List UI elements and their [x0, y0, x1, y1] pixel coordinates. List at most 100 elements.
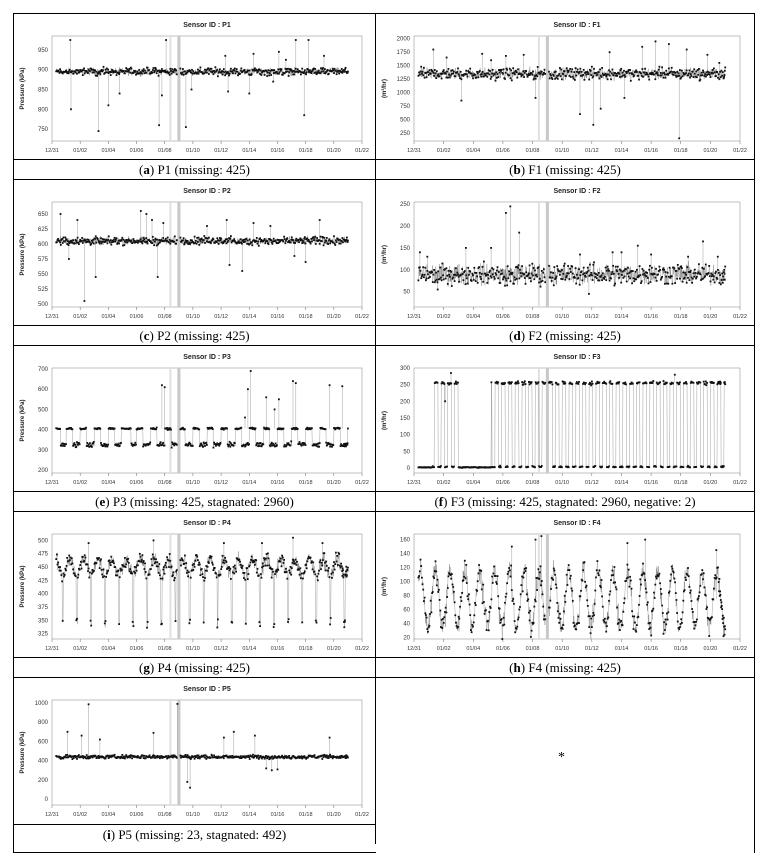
data-point	[637, 615, 640, 618]
data-point	[169, 559, 172, 562]
data-point	[616, 270, 618, 273]
data-point	[235, 241, 237, 244]
data-point	[627, 576, 629, 579]
data-point	[228, 566, 230, 568]
data-point	[582, 569, 584, 572]
panel-f2: Sensor ID : F2 50 100 150 200 250 12/31 01/02 01…	[376, 180, 754, 346]
data-point	[306, 426, 309, 429]
data-point	[260, 756, 263, 759]
data-point	[328, 443, 331, 446]
data-point	[589, 69, 592, 72]
data-point	[504, 71, 507, 74]
data-point	[308, 427, 311, 429]
data-point	[143, 754, 146, 757]
data-point	[593, 261, 595, 264]
x-tick-label: 01/20	[703, 480, 717, 486]
data-point	[320, 568, 322, 571]
data-point	[599, 68, 601, 71]
data-point	[517, 380, 519, 383]
data-point	[128, 754, 131, 757]
data-point	[648, 628, 651, 630]
data-point	[146, 626, 148, 629]
data-point	[67, 71, 69, 73]
data-point	[653, 273, 656, 275]
data-point	[689, 269, 692, 272]
data-point	[616, 381, 619, 384]
data-point	[440, 382, 443, 385]
data-point	[307, 555, 310, 558]
data-point	[70, 108, 72, 111]
data-point	[671, 73, 674, 76]
data-point	[703, 276, 706, 279]
data-point	[338, 756, 341, 759]
data-point	[151, 553, 154, 556]
data-point	[606, 78, 609, 81]
data-point	[157, 242, 160, 245]
x-tick-label: 01/10	[555, 148, 569, 154]
data-point	[576, 381, 578, 383]
data-point	[646, 277, 649, 279]
data-point	[314, 243, 317, 245]
data-point	[641, 45, 644, 48]
data-point	[272, 80, 275, 83]
data-point	[260, 74, 263, 76]
data-point	[62, 236, 65, 239]
data-point	[592, 75, 595, 78]
data-point	[77, 241, 80, 244]
data-point	[611, 271, 614, 273]
data-point	[698, 263, 700, 266]
data-point	[98, 567, 101, 569]
data-point	[332, 444, 335, 447]
data-point	[606, 617, 609, 620]
data-point	[496, 575, 499, 577]
data-point	[248, 565, 250, 568]
data-point	[111, 427, 114, 430]
data-point	[222, 70, 224, 73]
data-point	[610, 574, 613, 577]
data-point	[92, 242, 95, 245]
data-point	[419, 251, 421, 254]
data-point	[566, 69, 569, 72]
data-point	[617, 273, 620, 275]
x-tick-label: 01/04	[466, 314, 480, 320]
data-point	[181, 427, 184, 430]
data-point	[552, 284, 555, 287]
data-point	[629, 79, 632, 82]
data-point	[463, 271, 465, 273]
data-point	[244, 578, 247, 581]
data-point	[283, 445, 285, 448]
data-point	[418, 266, 421, 269]
data-point	[311, 69, 314, 72]
data-point	[143, 238, 146, 241]
data-point	[702, 578, 704, 581]
data-point	[120, 569, 123, 571]
data-point	[483, 75, 485, 78]
data-point	[198, 757, 201, 760]
data-point	[482, 583, 485, 586]
data-point	[104, 757, 107, 760]
data-point	[153, 71, 155, 74]
data-point	[687, 277, 689, 279]
data-point	[455, 274, 458, 277]
data-point	[323, 54, 325, 57]
data-point	[65, 756, 68, 759]
data-point	[86, 238, 89, 241]
data-point	[702, 267, 705, 270]
data-point	[59, 213, 62, 215]
data-point	[179, 236, 182, 239]
data-point	[640, 583, 642, 586]
data-point	[474, 604, 477, 606]
data-point	[285, 567, 287, 570]
data-point	[510, 79, 513, 82]
data-point	[82, 69, 85, 71]
x-tick-label: 01/10	[555, 646, 569, 652]
data-point	[572, 622, 575, 624]
y-axis-label: (m³/hr)	[381, 411, 388, 430]
data-point	[204, 577, 206, 579]
data-point	[610, 78, 612, 81]
data-point	[193, 565, 196, 568]
data-point	[219, 239, 222, 241]
x-tick-label: 01/22	[733, 480, 747, 486]
x-tick-label: 01/16	[271, 812, 285, 818]
data-point	[100, 69, 103, 71]
